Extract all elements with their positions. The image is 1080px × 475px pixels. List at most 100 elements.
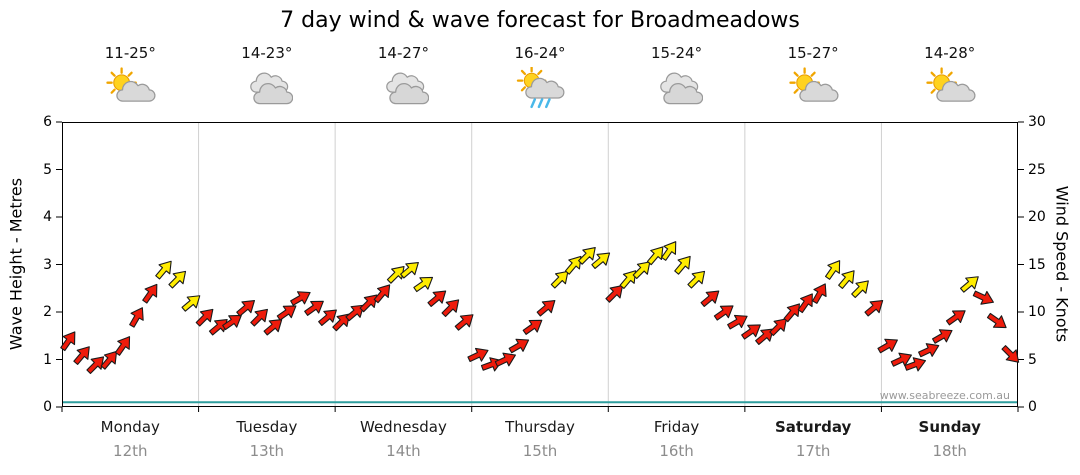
cloud-icon (386, 72, 430, 105)
wind-arrow (441, 299, 460, 318)
wind-arrow (932, 329, 953, 344)
temp-range: 15-24° (651, 44, 703, 62)
wind-arrow (1001, 345, 1020, 363)
day-header-monday: 11-25° (62, 44, 199, 113)
wind-arrow (797, 293, 813, 314)
wind-arrow (536, 300, 556, 317)
wind-arrow (155, 260, 172, 280)
day-header-thursday: 16-24° (472, 44, 609, 113)
y-left-tick-label: 2 (43, 304, 52, 320)
wind-arrow (290, 291, 311, 306)
temp-range: 14-27° (377, 44, 429, 62)
weather-icon (335, 67, 472, 113)
day-name: Thursday (505, 418, 575, 436)
y-right-tick-label: 20 (1028, 209, 1046, 225)
y-left-tick-label: 6 (43, 114, 52, 130)
weather-icon (881, 67, 1018, 113)
day-footer-sunday: Sunday 18th (881, 418, 1018, 460)
wind-arrow (60, 331, 76, 352)
day-name: Tuesday (236, 418, 298, 436)
y-right-tick-label: 5 (1028, 351, 1037, 368)
wind-arrow (413, 276, 434, 293)
y-right-tick-label: 0 (1028, 399, 1037, 415)
wind-arrow (632, 261, 651, 280)
day-date: 17th (795, 442, 831, 460)
wind-arrow (304, 300, 324, 316)
wind-arrow (713, 305, 734, 321)
y-left-tick-label: 3 (43, 256, 52, 273)
day-date: 14th (386, 442, 421, 460)
day-name: Friday (653, 418, 700, 436)
cloud-icon (250, 72, 294, 105)
wind-arrow (727, 314, 748, 330)
wind-arrow (877, 338, 898, 354)
day-header-tuesday: 14-23° (199, 44, 336, 113)
day-footer-saturday: Saturday 17th (745, 418, 882, 460)
day-footer-tuesday: Tuesday 13th (199, 418, 336, 460)
y-left-tick-label: 0 (43, 399, 52, 415)
temp-range: 14-28° (924, 44, 976, 62)
day-name: Wednesday (360, 418, 447, 436)
wind-arrow (741, 324, 761, 340)
wind-arrow (373, 284, 391, 304)
wind-arrow (494, 352, 516, 367)
watermark: www.seabreeze.com.au (879, 389, 1010, 402)
temp-range: 14-23° (241, 44, 293, 62)
day-footer-wednesday: Wednesday 14th (335, 418, 472, 460)
wind-arrow (674, 255, 691, 275)
wind-arrow (591, 252, 611, 270)
wind-arrow (195, 308, 214, 327)
wind-arrow (972, 290, 994, 305)
wind-arrow (181, 295, 201, 312)
temp-range: 11-25° (104, 44, 156, 62)
sun-cloud-icon (789, 67, 839, 102)
wind-arrow (904, 357, 927, 372)
wind-arrow (168, 270, 187, 289)
wind-arrow (222, 314, 242, 331)
wind-arrow (276, 305, 297, 321)
wind-arrow (851, 280, 869, 299)
wind-arrow (755, 328, 774, 346)
wind-arrow (318, 309, 337, 327)
weather-icon (745, 67, 882, 113)
wind-arrow (578, 247, 596, 265)
day-date: 16th (659, 442, 694, 460)
wind-arrow (263, 319, 283, 336)
temp-range: 15-27° (787, 44, 839, 62)
y-right-tick-label: 25 (1028, 161, 1046, 178)
weather-icon (608, 67, 745, 113)
wind-arrow (250, 308, 268, 327)
wind-arrow (945, 310, 966, 326)
wind-arrow (605, 285, 624, 303)
wind-arrow (467, 347, 489, 363)
wind-arrow (687, 270, 706, 289)
wind-arrow (959, 276, 979, 293)
weather-icon (62, 67, 199, 113)
plot-border (62, 122, 1018, 407)
wind-arrow (661, 241, 677, 261)
wind-arrow (890, 352, 912, 367)
day-date: 18th (932, 442, 967, 460)
y-left-tick-label: 4 (43, 209, 52, 225)
wind-arrow (986, 312, 1007, 329)
day-date: 13th (249, 442, 285, 460)
day-footer-thursday: Thursday 15th (472, 418, 609, 460)
wind-arrow (236, 300, 255, 317)
wind-arrow (400, 262, 419, 279)
wind-arrow (864, 300, 884, 317)
wind-arrow (918, 343, 940, 358)
y-right-tick-label: 30 (1028, 114, 1046, 130)
wind-arrow (100, 350, 118, 370)
day-name: Monday (100, 418, 160, 436)
wind-arrow (86, 356, 105, 375)
wind-arrow (345, 304, 365, 322)
day-header-wednesday: 14-27° (335, 44, 472, 113)
wind-arrow (508, 338, 530, 354)
wind-arrow (700, 290, 720, 308)
wind-arrow (812, 283, 827, 304)
y-right-tick-label: 15 (1028, 256, 1046, 273)
wind-arrow (522, 319, 543, 335)
y-axis-title-wave-height: Wave Height - Metres (6, 177, 26, 351)
sun-cloud-icon (106, 67, 156, 102)
